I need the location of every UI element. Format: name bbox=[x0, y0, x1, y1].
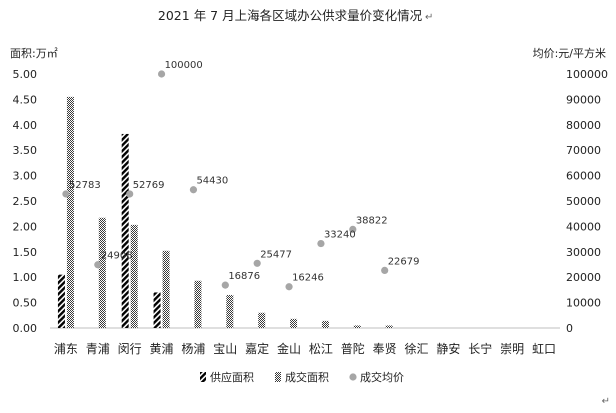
y-axis-left-label: 面积:万㎡ bbox=[10, 47, 58, 60]
legend-label: 成交均价 bbox=[360, 370, 404, 384]
price-point bbox=[381, 266, 389, 274]
y-right-tick-label: 60000 bbox=[566, 170, 601, 183]
series-deal-price bbox=[62, 70, 389, 291]
price-data-label: 33240 bbox=[324, 230, 356, 241]
price-data-label: 25477 bbox=[260, 249, 292, 260]
x-category-label: 金山 bbox=[277, 341, 301, 356]
y-left-tick-label: 3.00 bbox=[13, 170, 38, 183]
x-category-label: 松江 bbox=[309, 342, 333, 356]
title-return-mark: ↵ bbox=[425, 12, 433, 23]
series-deal-area bbox=[66, 96, 393, 328]
legend-label: 成交面积 bbox=[285, 370, 329, 384]
price-point bbox=[94, 261, 102, 269]
deal-bar bbox=[290, 318, 298, 328]
x-category-label: 徐汇 bbox=[405, 341, 429, 356]
supply-bar bbox=[57, 274, 65, 328]
y-axis-right-label: 均价:元/平方米 bbox=[533, 46, 606, 60]
y-right-tick-label: 40000 bbox=[566, 220, 601, 233]
y-right-tick-label: 10000 bbox=[566, 297, 601, 310]
deal-bar bbox=[226, 294, 234, 328]
price-point bbox=[253, 259, 261, 267]
y-left-tick-label: 4.50 bbox=[13, 93, 38, 106]
price-data-label: 24908 bbox=[101, 251, 133, 262]
x-category-label: 奉贤 bbox=[373, 342, 397, 356]
x-category-label: 静安 bbox=[436, 341, 460, 356]
legend-label: 供应面积 bbox=[210, 370, 254, 384]
y-left-tick-label: 4.00 bbox=[13, 119, 38, 132]
y-left-tick-label: 0.00 bbox=[13, 322, 38, 335]
price-point bbox=[317, 239, 325, 248]
price-point bbox=[221, 281, 229, 289]
x-category-label: 青浦 bbox=[86, 342, 110, 356]
price-data-label: 54430 bbox=[196, 176, 228, 187]
price-point bbox=[189, 186, 198, 194]
y-left-tick-label: 1.00 bbox=[13, 271, 38, 284]
x-category-label: 虹口 bbox=[532, 342, 556, 356]
deal-bar bbox=[353, 325, 361, 328]
y-right-tick-label: 30000 bbox=[566, 246, 601, 259]
y-left-tick-label: 5.00 bbox=[13, 68, 38, 81]
y-axis-left-ticks: 0.00 0.50 1.00 1.50 2.00 2.50 3.00 3.50 4.00 4.50… bbox=[13, 68, 38, 335]
price-data-label: 16246 bbox=[292, 273, 324, 284]
price-point bbox=[62, 190, 70, 198]
legend-swatch-price bbox=[349, 373, 357, 381]
deal-bar bbox=[194, 280, 202, 328]
y-left-tick-label: 1.50 bbox=[13, 246, 38, 259]
price-data-label: 52783 bbox=[69, 180, 101, 191]
x-category-label: 普陀 bbox=[341, 341, 365, 356]
price-point bbox=[285, 283, 293, 291]
y-left-tick-label: 2.50 bbox=[13, 195, 38, 208]
chart-title: 2021 年 7 月上海各区域办公供求量价变化情况 bbox=[158, 8, 423, 23]
y-right-tick-label: 70000 bbox=[566, 144, 601, 157]
x-category-label: 杨浦 bbox=[181, 341, 205, 356]
x-category-label: 长宁 bbox=[468, 341, 492, 356]
series-supply-area bbox=[57, 133, 161, 328]
y-axis-right-ticks: 0 10000 20000 30000 40000 50000 60000 70000 8000… bbox=[566, 68, 608, 335]
deal-bar bbox=[162, 250, 170, 328]
y-right-tick-label: 90000 bbox=[566, 93, 601, 106]
price-point bbox=[126, 190, 134, 198]
y-left-tick-label: 2.00 bbox=[13, 220, 38, 233]
x-category-label: 嘉定 bbox=[245, 341, 269, 356]
supply-bar bbox=[121, 133, 129, 328]
price-data-label: 52769 bbox=[133, 180, 165, 191]
legend-swatch-supply bbox=[200, 372, 206, 382]
y-right-tick-label: 0 bbox=[566, 322, 573, 335]
x-category-label: 闵行 bbox=[118, 341, 142, 356]
y-left-tick-label: 0.50 bbox=[13, 297, 38, 310]
x-category-label: 崇明 bbox=[500, 342, 524, 356]
price-data-label: 16876 bbox=[228, 271, 260, 282]
deal-bar bbox=[321, 320, 329, 328]
y-right-tick-label: 20000 bbox=[566, 271, 601, 284]
price-data-label: 22679 bbox=[388, 256, 420, 267]
price-data-label: 100000 bbox=[165, 60, 203, 71]
y-left-tick-label: 3.50 bbox=[13, 144, 38, 157]
price-data-label: 38822 bbox=[356, 215, 388, 226]
deal-bar bbox=[98, 217, 106, 328]
x-axis-categories: 浦东 青浦 闵行 黄浦 杨浦 宝山 嘉定 金山 松江 普陀 奉贤 徐汇 静安 长宁 崇明 虹口 bbox=[54, 341, 556, 356]
x-category-label: 浦东 bbox=[54, 342, 78, 356]
legend: 供应面积 成交面积 成交均价 bbox=[200, 370, 404, 384]
deal-bar bbox=[66, 96, 74, 328]
supply-bar bbox=[153, 292, 161, 328]
corner-return-mark: ↵ bbox=[601, 396, 610, 407]
x-category-label: 黄浦 bbox=[150, 342, 174, 356]
y-right-tick-label: 50000 bbox=[566, 195, 601, 208]
deal-bar bbox=[130, 224, 138, 328]
y-right-tick-label: 80000 bbox=[566, 119, 601, 132]
price-point bbox=[157, 70, 166, 78]
price-point bbox=[349, 225, 357, 233]
legend-swatch-deal bbox=[275, 372, 281, 382]
deal-bar bbox=[385, 325, 393, 328]
y-right-tick-label: 100000 bbox=[566, 68, 608, 81]
deal-bar bbox=[258, 312, 266, 328]
x-category-label: 宝山 bbox=[213, 342, 237, 356]
